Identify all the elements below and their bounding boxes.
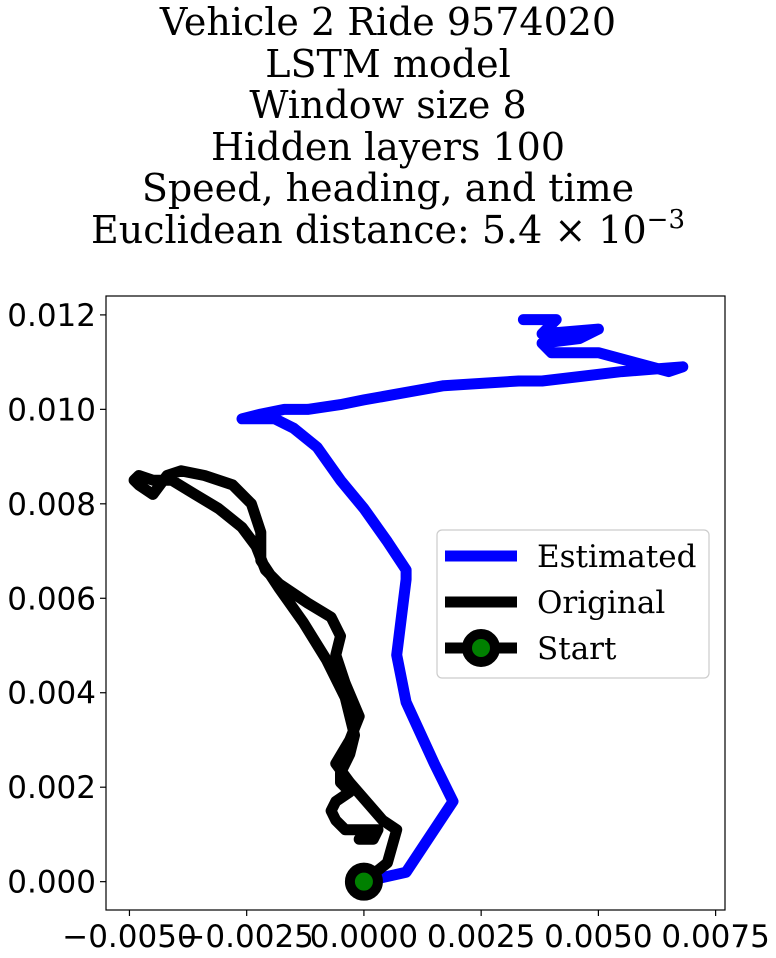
axes-frame xyxy=(105,295,726,911)
legend-box xyxy=(436,529,710,679)
title-line-distance: Euclidean distance: 5.4 × 10−3 xyxy=(0,205,776,257)
title-line-model: LSTM model xyxy=(265,41,511,86)
start-marker xyxy=(344,862,383,901)
x-tick-label: −0.0050 xyxy=(62,919,196,955)
y-tick-label: 0.006 xyxy=(7,581,96,617)
y-tick-label: 0.002 xyxy=(7,770,96,806)
distance-prefix: Euclidean distance: 5.4 × 10 xyxy=(91,207,647,252)
y-tick-label: 0.004 xyxy=(7,676,96,712)
legend-label-estimated: Estimated xyxy=(537,539,696,575)
series-line-original xyxy=(128,465,403,888)
series-line-estimated xyxy=(236,314,689,888)
y-tick-label: 0.012 xyxy=(7,298,96,334)
x-tick-label: 0.0075 xyxy=(661,919,769,955)
chart-title: Vehicle 2 Ride 9574020 LSTM model Window… xyxy=(0,0,776,257)
title-line-hidden-layers: Hidden layers 100 xyxy=(210,124,566,169)
legend-label-original: Original xyxy=(537,585,665,621)
legend-label-start: Start xyxy=(537,631,617,667)
distance-exponent: −3 xyxy=(646,204,685,235)
x-tick-label: 0.0050 xyxy=(544,919,652,955)
title-line-ride: Vehicle 2 Ride 9574020 xyxy=(159,0,617,44)
series-layer xyxy=(128,314,689,901)
x-tick-label: 0.0025 xyxy=(427,919,535,955)
x-tick-label: −0.0025 xyxy=(179,919,313,955)
title-line-features: Speed, heading, and time xyxy=(141,166,635,210)
title-line-window: Window size 8 xyxy=(249,83,527,127)
y-tick-label: 0.000 xyxy=(7,865,96,901)
y-tick-label: 0.008 xyxy=(7,487,96,523)
x-tick-label: 0.0000 xyxy=(310,919,418,955)
y-tick-label: 0.010 xyxy=(7,392,96,428)
legend-marker-start xyxy=(462,629,500,667)
legend: Estimated Original Start xyxy=(436,529,710,679)
